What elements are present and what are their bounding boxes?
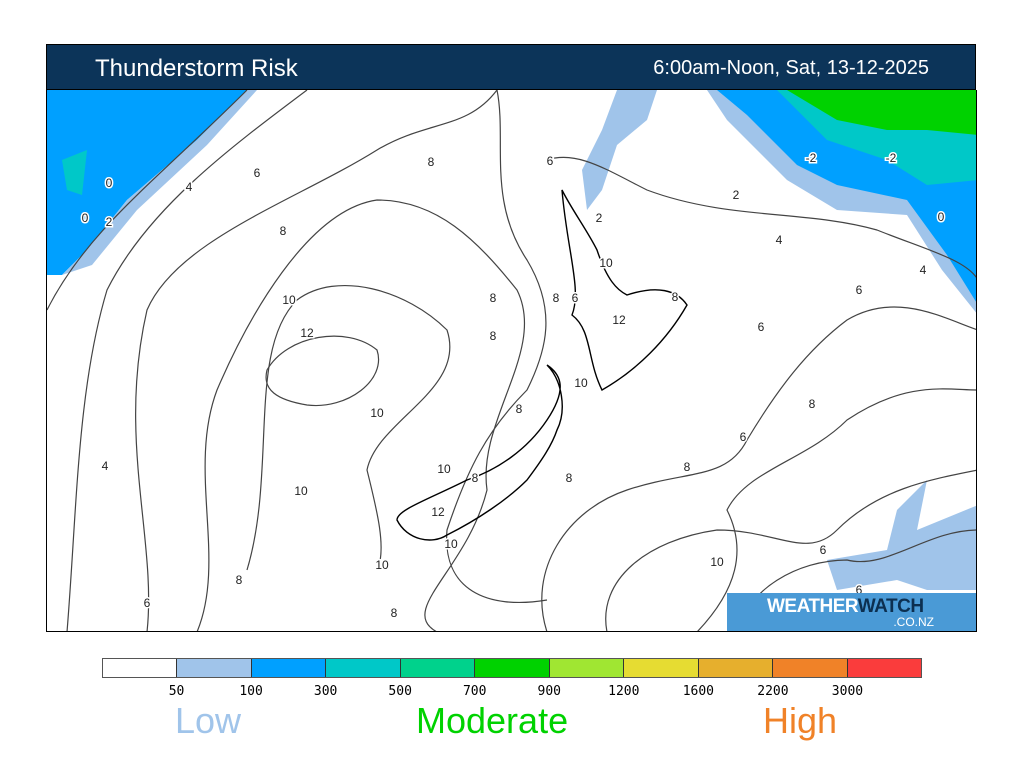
contour-label: 0 (106, 176, 113, 190)
contour-label: 0 (82, 211, 89, 225)
contour-label: 8 (553, 291, 560, 305)
contour-lines (47, 90, 976, 631)
contour-label: 6 (758, 320, 765, 334)
risk-category-moderate: Moderate (416, 700, 569, 741)
legend-swatch (475, 659, 550, 677)
legend-tick-label: 50 (168, 684, 185, 699)
contour-label: 4 (102, 459, 109, 473)
contour-label: 2 (596, 211, 603, 225)
contour-label: 6 (144, 596, 151, 610)
legend-swatch (549, 659, 625, 677)
map-header: Thunderstorm Risk 6:00am-Noon, Sat, 13-1… (46, 44, 976, 90)
contour-label: 8 (391, 606, 398, 620)
legend-tick-label: 100 (239, 684, 263, 699)
thunderstorm-risk-map: 8 6 4 0 0 2 8 10 12 10 8 8 6 2 2 4 4 6 6 8 12 10 8 6 10 8 10 8 12 10 8… (46, 90, 977, 632)
contour-label: 8 (236, 573, 243, 587)
legend-swatch (103, 659, 178, 677)
new-zealand-coastline (396, 189, 688, 541)
contour-label: 6 (856, 583, 863, 597)
contour-label: 8 (472, 471, 479, 485)
contour-label: 4 (776, 233, 783, 247)
logo-text-weather: WEATHER (767, 596, 858, 617)
forecast-period: 6:00am-Noon, Sat, 13-12-2025 (653, 57, 929, 79)
contour-label: 8 (809, 397, 816, 411)
contour-label: 8 (490, 329, 497, 343)
legend-swatch (326, 659, 401, 677)
legend-tick-label: 300 (313, 684, 338, 699)
legend-tick-label: 3000 (831, 684, 864, 699)
legend-tick-label: 500 (388, 684, 412, 699)
contour-label: -2 (886, 151, 897, 165)
legend-swatch (847, 659, 921, 677)
contour-label: 10 (370, 406, 384, 420)
contour-label: 8 (428, 155, 435, 169)
risk-category-low: Low (175, 700, 242, 741)
contour-label: 10 (599, 256, 613, 270)
legend-swatch (177, 659, 252, 677)
contour-label: 8 (566, 471, 573, 485)
legend-swatch (698, 659, 774, 677)
contour-label: 10 (282, 293, 296, 307)
contour-label: 10 (294, 484, 308, 498)
contour-label: 12 (431, 505, 445, 519)
contour-label: 10 (437, 462, 451, 476)
contour-label: 8 (490, 291, 497, 305)
legend-swatch (773, 659, 848, 677)
contour-label: 6 (740, 430, 747, 444)
contour-label: -2 (806, 151, 817, 165)
contour-label: 10 (444, 537, 458, 551)
contour-label: 12 (300, 326, 314, 340)
contour-label: 8 (280, 224, 287, 238)
logo-domain: .CO.NZ (893, 615, 934, 629)
contour-label: 8 (672, 290, 679, 304)
contour-label: 6 (254, 166, 261, 180)
contour-label: 4 (920, 263, 927, 277)
legend-tick-label: 1200 (608, 684, 640, 699)
contour-label: 6 (547, 154, 554, 168)
logo-text-watch: WATCH (857, 596, 924, 617)
legend-swatch (400, 659, 476, 677)
contour-label: 12 (612, 313, 626, 327)
legend-tick-label: 1600 (682, 684, 715, 699)
contour-label: 4 (186, 180, 193, 194)
contour-label: 10 (574, 376, 588, 390)
risk-area-northwest (47, 90, 247, 275)
contour-label: 10 (375, 558, 389, 572)
risk-category-high: High (763, 700, 838, 741)
contour-label: 8 (684, 460, 691, 474)
contour-label: 6 (856, 283, 863, 297)
risk-area-north-light (582, 90, 657, 210)
risk-shading (47, 90, 976, 590)
weatherwatch-logo: WEATHERWATCH .CO.NZ (727, 593, 976, 631)
legend-swatch (251, 659, 327, 677)
legend-tick-label: 700 (462, 684, 487, 699)
contour-label: 8 (516, 402, 523, 416)
contour-label: 0 (938, 210, 945, 224)
risk-area-northwest-light (62, 90, 257, 275)
risk-area-northeast-green (787, 90, 976, 135)
contour-label: 2 (733, 188, 740, 202)
contour-label: 10 (710, 555, 724, 569)
risk-area-northwest-teal (62, 150, 87, 195)
legend-tick-label: 2200 (757, 684, 789, 699)
map-title: Thunderstorm Risk (95, 55, 298, 82)
contour-label: 6 (820, 543, 827, 557)
legend-tick-label: 900 (537, 684, 562, 699)
contour-label: 6 (572, 291, 579, 305)
risk-area-southeast-light (827, 480, 976, 590)
color-scale-legend (102, 658, 922, 678)
contour-label: 2 (106, 215, 113, 229)
legend-swatch (624, 659, 699, 677)
